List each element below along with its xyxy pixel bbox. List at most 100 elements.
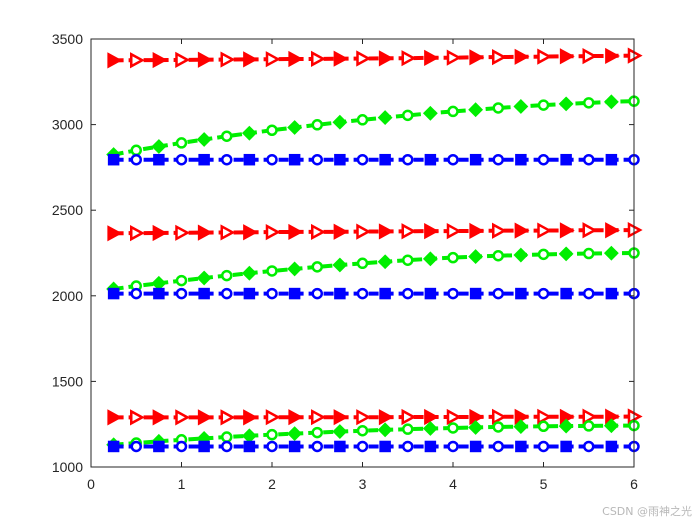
- series-5-point-14: [402, 254, 414, 266]
- series-2-point-23: [603, 94, 619, 110]
- series-7-point-11: [333, 409, 349, 426]
- x-tick-label-0: 0: [87, 476, 95, 492]
- series-4-point-15: [424, 222, 439, 240]
- series-9-point-8: [266, 440, 278, 453]
- series-2-point-9: [287, 120, 303, 135]
- series-9-point-1: [107, 440, 120, 453]
- series-8-point-6: [221, 431, 233, 443]
- series-2-point-16: [447, 105, 459, 118]
- series-4-point-22: [582, 222, 598, 239]
- series-7-point-22: [582, 408, 598, 425]
- series-9-point-7: [243, 440, 256, 453]
- series-3-point-18: [492, 153, 504, 166]
- series-1-point-2: [130, 52, 145, 69]
- series-4-point-23: [605, 222, 620, 239]
- series-5-point-5: [196, 270, 212, 286]
- series-3-point-2: [130, 153, 142, 166]
- x-tick-label-5: 5: [540, 476, 548, 492]
- series-4-point-13: [378, 223, 394, 240]
- series-1-point-17: [469, 49, 485, 66]
- series-9-point-14: [402, 440, 414, 453]
- series-9-point-19: [515, 440, 527, 453]
- series-4-point-8: [265, 224, 281, 241]
- series-1: [107, 47, 643, 69]
- series-9-point-2: [130, 440, 142, 453]
- series-3-point-13: [379, 153, 391, 166]
- series-4-line: [113, 228, 635, 236]
- series-7-point-20: [537, 408, 553, 425]
- series-1-point-6: [220, 51, 236, 68]
- x-tick-label-4: 4: [449, 476, 457, 492]
- series-9-point-18: [492, 440, 504, 453]
- series-1-point-20: [537, 48, 553, 65]
- series-3-point-20: [537, 153, 550, 166]
- series-6-point-6: [221, 287, 233, 300]
- x-tick-label-2: 2: [268, 476, 276, 492]
- series-7-point-10: [311, 409, 326, 426]
- series-3-point-5: [198, 153, 210, 166]
- series-2-point-13: [377, 110, 393, 125]
- series-4-point-14: [401, 223, 417, 240]
- series-2-point-14: [402, 109, 414, 122]
- series-6-point-13: [379, 287, 391, 300]
- series-3-point-16: [447, 153, 459, 166]
- series-9-point-9: [288, 440, 301, 453]
- series-3-point-21: [560, 153, 572, 166]
- series-2-point-20: [537, 99, 550, 111]
- series-3-point-14: [402, 153, 414, 166]
- series-6-point-12: [356, 287, 369, 300]
- series-1-point-16: [446, 49, 462, 66]
- series-7-point-13: [378, 409, 394, 426]
- series-2-point-21: [558, 96, 574, 112]
- series-5-point-15: [422, 251, 438, 267]
- series-1-point-11: [333, 50, 349, 67]
- series-6-point-2: [130, 287, 142, 300]
- series-5: [106, 245, 640, 297]
- series-4-point-3: [152, 224, 168, 242]
- series-5-point-4: [175, 274, 188, 287]
- series-8-point-14: [402, 423, 414, 435]
- series-9-point-20: [537, 440, 550, 453]
- series-3-point-23: [605, 153, 618, 166]
- x-tick-label-1: 1: [178, 476, 186, 492]
- series-1-line: [113, 53, 635, 63]
- series-7-point-9: [288, 409, 304, 426]
- series-1-point-9: [288, 50, 304, 68]
- series-9-point-3: [153, 440, 165, 453]
- series-9-point-12: [356, 440, 369, 453]
- series-6-point-14: [402, 287, 414, 300]
- series-5-point-6: [221, 269, 233, 282]
- series-8-point-11: [332, 424, 348, 439]
- series-3-point-8: [266, 153, 278, 166]
- series-7-point-4: [175, 409, 191, 426]
- series-1-point-3: [152, 51, 168, 69]
- series-3: [107, 153, 640, 166]
- series-9-point-16: [447, 440, 459, 453]
- series-9-point-11: [334, 440, 346, 453]
- series-6-point-9: [288, 287, 301, 300]
- series-3-point-4: [175, 153, 188, 166]
- series-6-point-15: [424, 287, 437, 300]
- series-3-point-12: [356, 153, 369, 166]
- series-2-point-2: [130, 144, 142, 157]
- series-5-point-16: [447, 251, 459, 264]
- series-7-point-3: [152, 409, 168, 426]
- series-9-point-4: [175, 440, 188, 453]
- series-8-point-15: [422, 421, 438, 436]
- series-1-point-19: [514, 48, 530, 65]
- series-4-point-19: [514, 222, 530, 239]
- series-2-point-10: [311, 119, 323, 131]
- series-2-point-5: [196, 132, 212, 147]
- series-2-point-11: [332, 114, 348, 130]
- series-7-point-5: [197, 409, 213, 426]
- series-8-point-17: [468, 420, 484, 435]
- x-tick-label-3: 3: [359, 476, 367, 492]
- series-5-point-21: [558, 246, 574, 262]
- series-3-point-22: [583, 153, 595, 166]
- series-6-point-3: [153, 287, 165, 300]
- series-4-point-21: [559, 222, 575, 239]
- series-7-point-6: [220, 409, 236, 426]
- series-9-point-22: [583, 440, 595, 453]
- series-1-point-12: [356, 50, 372, 67]
- series-3-point-7: [243, 153, 256, 166]
